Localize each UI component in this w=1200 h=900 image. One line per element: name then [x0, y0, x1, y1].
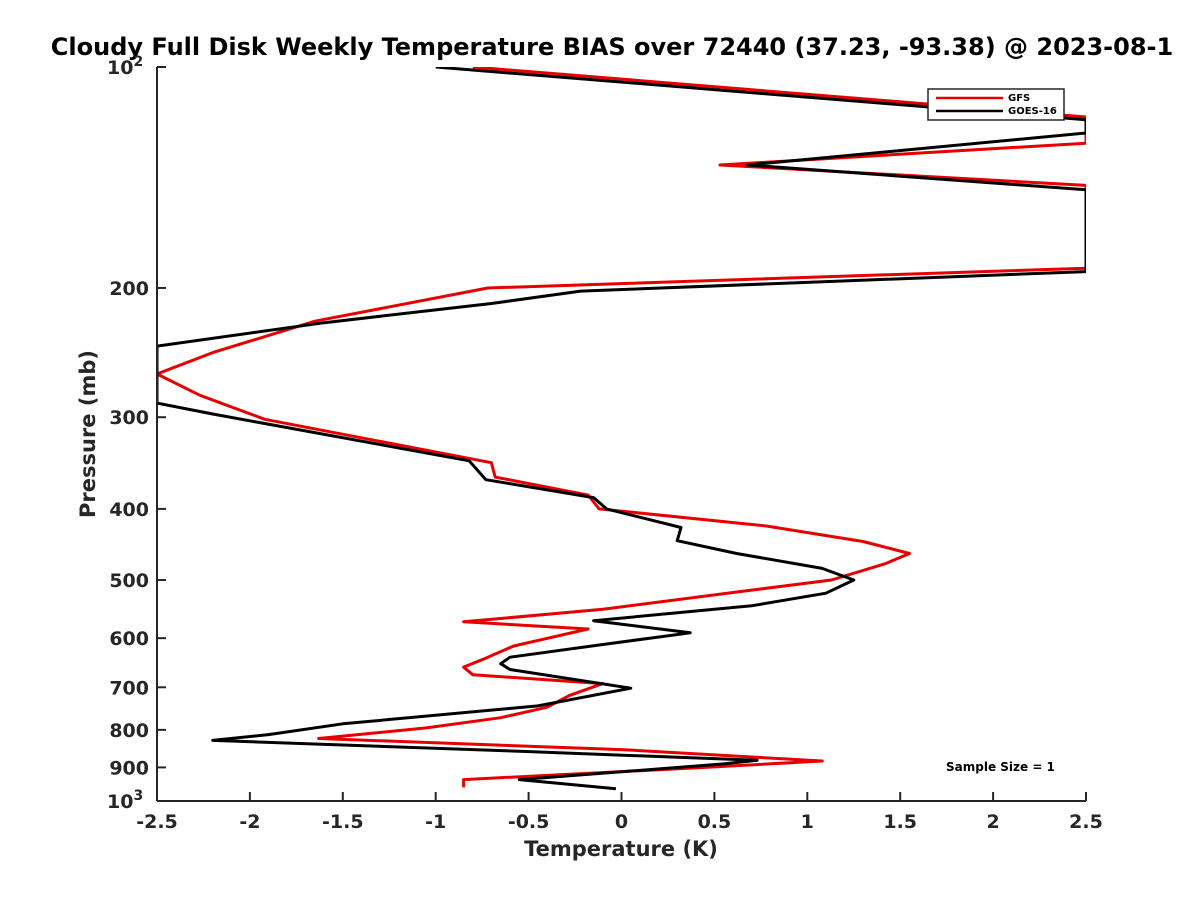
legend-label-goes-16: GOES-16: [1008, 106, 1057, 117]
x-tick-label: 1.5: [883, 811, 917, 833]
x-tick-label: -0.5: [508, 811, 550, 833]
x-ticks: -2.5 -2 -1.5 -1 -0.5 0 0.5 1 1.5 2 2.5: [136, 792, 1103, 833]
x-tick-label: -2.5: [136, 811, 178, 833]
x-tick-label: 2: [986, 811, 999, 833]
legend-label-gfs: GFS: [1008, 93, 1030, 104]
y-tick-label: 700: [109, 677, 149, 699]
x-tick-label: 2.5: [1069, 811, 1103, 833]
y-tick-label: 500: [109, 570, 149, 592]
chart-title: Cloudy Full Disk Weekly Temperature BIAS…: [51, 33, 1173, 61]
x-tick-label: 0: [615, 811, 628, 833]
series-layer: [157, 67, 1086, 791]
y-ticks: 102 200 300 400 500 600 700 800 900 103: [107, 54, 166, 813]
y-tick-label: 400: [109, 499, 149, 521]
x-tick-label: 0.5: [698, 811, 732, 833]
x-tick-label: 1: [801, 811, 814, 833]
x-axis-label: Temperature (K): [524, 837, 718, 861]
x-tick-label: -1.5: [322, 811, 364, 833]
x-tick-label: -2: [239, 811, 260, 833]
y-tick-label: 800: [109, 720, 149, 742]
series-line-gfs: [157, 67, 1086, 788]
y-tick-label: 200: [109, 278, 149, 300]
y-tick-label: 600: [109, 628, 149, 650]
x-tick-label: -1: [425, 811, 446, 833]
legend: GFS GOES-16: [927, 88, 1065, 121]
y-tick-label: 300: [109, 407, 149, 429]
series-line-goes-16: [157, 67, 1086, 791]
sample-size-annotation: Sample Size = 1: [946, 760, 1055, 774]
y-tick-label: 103: [107, 788, 143, 813]
y-axis-label: Pressure (mb): [76, 350, 100, 518]
y-tick-label: 102: [107, 54, 143, 79]
y-tick-label: 900: [109, 757, 149, 779]
legend-box: [927, 88, 1065, 121]
